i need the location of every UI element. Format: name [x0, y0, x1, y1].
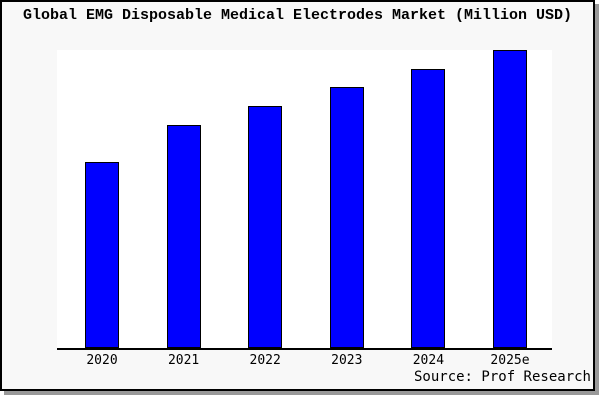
- plot-area: 2020 2021 2022 2023 2024 2025e: [57, 50, 552, 368]
- x-tick-label-2025e: 2025e: [490, 353, 530, 368]
- x-tick-label-2024: 2024: [412, 353, 445, 368]
- bar-2022: [248, 106, 283, 348]
- bar-2021: [166, 125, 201, 348]
- chart-panel: Global EMG Disposable Medical Electrodes…: [0, 0, 595, 391]
- x-tick-label-2023: 2023: [331, 353, 363, 368]
- x-tick-label-2022: 2022: [249, 353, 281, 368]
- bar-2025e: [493, 50, 527, 348]
- x-tick-label-2020: 2020: [86, 353, 118, 368]
- bar-2024: [411, 69, 446, 348]
- source-note: Source: Prof Research: [413, 369, 591, 385]
- bar-2020: [85, 162, 119, 348]
- chart-title: Global EMG Disposable Medical Electrodes…: [22, 7, 573, 24]
- bar-2023: [329, 87, 364, 348]
- x-tick-label-2021: 2021: [167, 353, 200, 368]
